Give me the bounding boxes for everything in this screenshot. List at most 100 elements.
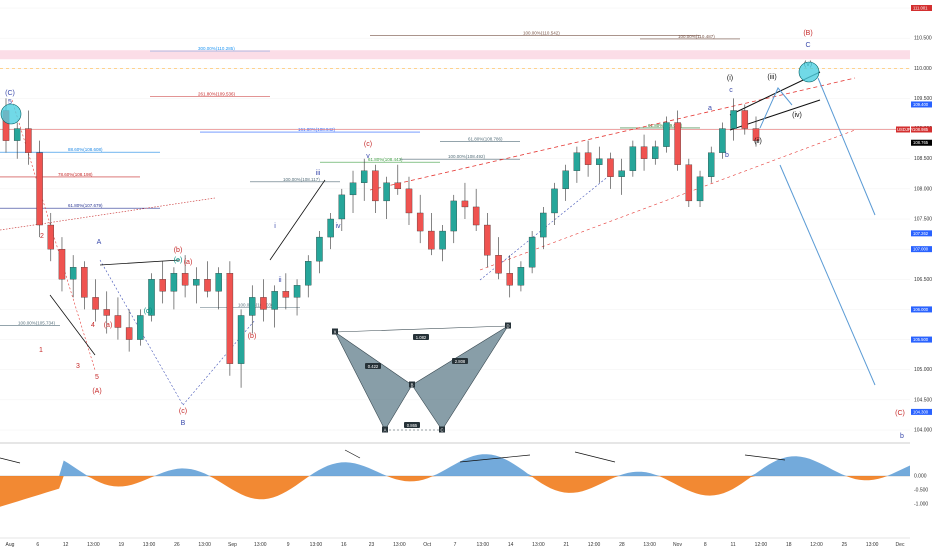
divergence-line [744,454,786,461]
candle-body [181,273,189,286]
time-axis-label: 28 [619,542,625,548]
price-axis-label: 109.500 [914,96,932,102]
candle-body [293,285,301,298]
price-tag-label: 109.400 [913,102,929,107]
candle-body [81,267,88,298]
price-axis-label: 108.000 [914,186,932,192]
time-axis-label: 18 [786,542,792,548]
candle-body [215,273,222,292]
oscillator-axis-label: 0.000 [914,474,927,480]
time-axis-label: 13:00 [310,542,323,548]
price-tag-label: 108.765 [913,140,929,145]
price-tag-box [911,306,932,313]
harmonic-ratio-box [452,358,468,364]
pink-band [0,50,910,60]
projection-arrow-1 [817,77,876,216]
candle-body [237,315,245,364]
candle-body [629,146,637,171]
candle-body [69,267,77,280]
price-axis[interactable]: 111.000110.500110.000109.500109.000108.5… [910,0,932,550]
harmonic-point-label: A [384,427,387,432]
time-axis-label: 13:00 [643,542,656,548]
candle-body [360,170,368,183]
candle-body [47,224,55,250]
harmonic-pattern: X A B C D 1.082 0.422 2.808 0.865 [332,322,511,433]
divergence-line [344,449,361,459]
wave-label: (iii) [767,74,776,81]
time-axis-label: 11 [731,542,736,548]
fib-level-label: 88.60%(108.608) [68,147,103,152]
wave-label: A [97,239,102,246]
fib-level-label: 100.00%(110.487) [678,34,715,39]
symbol-tag-box [896,126,910,133]
price-tag-label: 106.000 [913,307,929,312]
wave-label: (c) [179,408,187,415]
candle-body [282,291,290,298]
harmonic-point-marker [332,328,338,335]
price-tag-box [911,139,932,146]
wave-label: (C) [895,410,905,417]
harmonic-point-marker [382,426,388,433]
divergence-line [0,457,21,464]
black-diagonal-4 [49,294,96,356]
candle-body [92,297,99,310]
candle-body [204,279,211,292]
price-tag-box [911,230,932,237]
time-axis-label: 7 [454,542,457,548]
time-axis-label: 14 [508,542,514,548]
candle-body [114,315,122,328]
wave-label: 5 [8,99,12,106]
fib-level-label: 61.80%(108.786) [468,136,503,141]
fib-level-label: 100.00%(106.036) [238,302,276,307]
time-axis-label: 13:00 [866,542,879,548]
price-axis-label: 106.500 [914,277,932,283]
time-axis-label: 12:00 [810,542,823,548]
time-axis-label: 13:00 [87,542,100,548]
candle-body [562,170,569,190]
harmonic-triangle-left [334,331,413,431]
projection-arrows [759,77,876,386]
fib-level-label: 100.00%(108.117) [283,177,320,182]
price-tag-box [911,408,932,415]
wave-label: b [725,152,729,159]
harmonic-point-marker [409,381,415,388]
candle-body [349,182,357,196]
price-tag-label: 104.300 [913,409,929,414]
oscillator-negative-area [0,476,910,507]
price-axis-label: 110.500 [914,36,932,42]
fib-level-label: 61.80%(107.679) [68,203,103,208]
wave-label: (ii) [754,138,762,145]
candle-body [338,194,346,220]
fib-level-label: 300.00%(110.285) [198,46,235,51]
time-axis-label: 12 [63,542,69,548]
wave-label: C [805,42,810,49]
symbol-tag-label: USDJPY [897,127,914,132]
candle-body [707,152,715,177]
harmonic-point-marker [439,426,445,433]
candle-body [226,273,234,364]
candle-body [540,212,547,238]
candle-body [405,188,413,214]
harmonic-point-label: X [334,329,337,334]
candle-body [607,158,614,177]
price-axis-label: 105.000 [914,367,932,373]
candle-body [584,152,592,165]
harmonic-point-marker [505,322,511,329]
time-axis-label: Oct [423,542,431,548]
price-tag-label: 105.500 [913,337,929,342]
harmonic-point-label: D [506,323,509,328]
fib-level-label: 100.00%(108.492) [448,154,486,159]
price-tag-box [911,126,932,133]
price-tag-label: 107.262 [913,231,929,236]
black-diagonal-5 [99,259,181,266]
time-axis[interactable]: Aug 6 12 13:00 19 13:00 26 13:00 Sep 13:00 9 13:00 1… [0,537,910,548]
time-axis-label: 13:00 [532,542,545,548]
fib-level-label: 100.00%(105.734) [18,320,56,325]
candle-body [674,122,681,165]
time-axis-label: 16 [341,542,347,548]
wave-label: b [900,433,904,440]
candle-body [517,267,525,286]
price-tag-box [911,5,932,11]
time-axis-label: 12:00 [755,542,768,548]
